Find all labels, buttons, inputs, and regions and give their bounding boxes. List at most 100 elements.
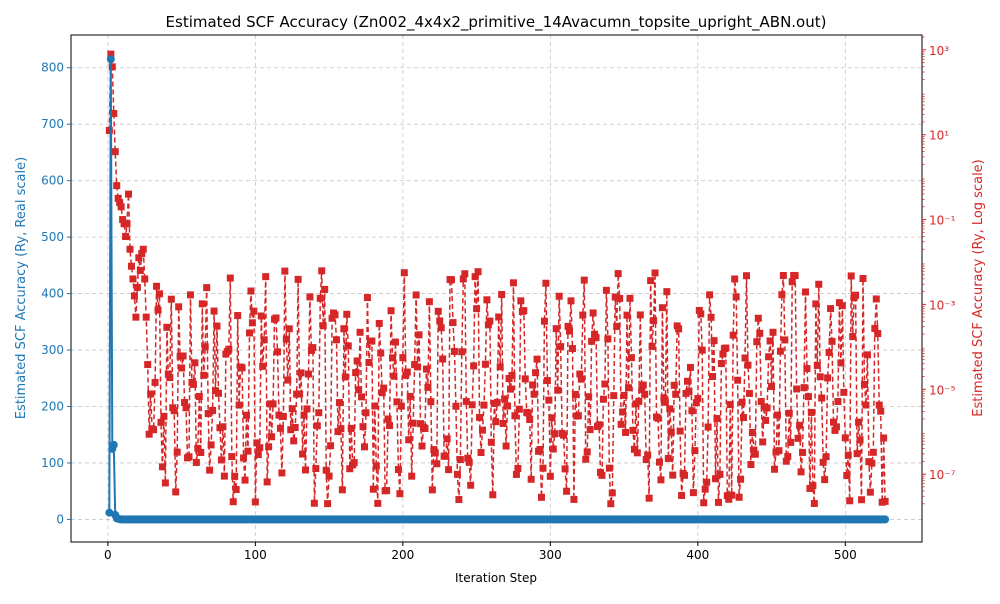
log-series-marker bbox=[657, 476, 665, 484]
log-series-marker bbox=[368, 337, 376, 345]
log-series-marker bbox=[579, 311, 587, 319]
log-series-marker bbox=[455, 496, 463, 504]
x-tick-label: 100 bbox=[244, 548, 267, 562]
log-series-marker bbox=[549, 445, 557, 453]
log-series-marker bbox=[664, 454, 672, 462]
log-series-marker bbox=[800, 384, 808, 392]
log-series-marker bbox=[337, 425, 345, 433]
log-series-marker bbox=[465, 458, 473, 466]
log-series-marker bbox=[406, 392, 414, 400]
log-series-marker bbox=[633, 449, 641, 457]
y-right-tick-label: 10⁻⁷ bbox=[929, 468, 956, 482]
log-series-marker bbox=[735, 493, 743, 501]
log-series-marker bbox=[776, 347, 784, 355]
log-series-marker bbox=[675, 325, 683, 333]
log-series-marker bbox=[580, 276, 588, 284]
log-series-marker bbox=[667, 428, 675, 436]
log-series-marker bbox=[716, 470, 724, 478]
log-series-marker bbox=[859, 274, 867, 282]
log-series-marker bbox=[434, 307, 442, 315]
log-series-marker bbox=[275, 411, 283, 419]
log-series-marker bbox=[150, 426, 158, 434]
x-tick-label: 300 bbox=[539, 548, 562, 562]
log-series-marker bbox=[262, 273, 270, 281]
log-series-marker bbox=[302, 466, 310, 474]
log-series-marker bbox=[717, 360, 725, 368]
log-series-marker bbox=[812, 300, 820, 308]
axes: 0 100 200 300 400 500 0 100 200 300 400 500 600 700 80… bbox=[41, 36, 956, 562]
log-series-marker bbox=[837, 359, 845, 367]
x-tick-label: 500 bbox=[834, 548, 857, 562]
log-series-marker bbox=[773, 411, 781, 419]
log-series-marker bbox=[363, 294, 371, 302]
log-series-marker bbox=[356, 328, 364, 336]
log-series-marker bbox=[167, 295, 175, 303]
log-series-marker bbox=[686, 363, 694, 371]
log-series-marker bbox=[706, 291, 714, 299]
log-series-marker bbox=[611, 293, 619, 301]
log-series-marker bbox=[185, 453, 193, 461]
log-series-marker bbox=[602, 286, 610, 294]
log-series-marker bbox=[135, 254, 143, 262]
log-series-marker bbox=[108, 63, 116, 71]
log-series-marker bbox=[588, 337, 596, 345]
log-series-marker bbox=[324, 500, 332, 508]
log-series-marker bbox=[713, 415, 721, 423]
log-series-marker bbox=[703, 478, 711, 486]
log-series-marker bbox=[456, 456, 464, 464]
log-series-marker bbox=[384, 415, 392, 423]
log-series-marker bbox=[753, 338, 761, 346]
log-series-marker bbox=[372, 462, 380, 470]
log-series-marker bbox=[844, 451, 852, 459]
log-series-marker bbox=[288, 405, 296, 413]
log-series-marker bbox=[838, 302, 846, 310]
log-series-marker bbox=[130, 292, 138, 300]
log-series-marker bbox=[417, 420, 425, 428]
log-series-marker bbox=[731, 275, 739, 283]
log-series-marker bbox=[766, 337, 774, 345]
log-series-marker bbox=[722, 344, 730, 352]
log-series-marker bbox=[862, 401, 870, 409]
log-series-marker bbox=[520, 307, 528, 315]
log-series-marker bbox=[424, 383, 432, 391]
log-series-marker bbox=[532, 369, 540, 377]
log-series-marker bbox=[257, 312, 265, 320]
log-series-marker bbox=[335, 399, 343, 407]
log-series-marker bbox=[822, 453, 830, 461]
log-series-marker bbox=[125, 190, 133, 198]
log-series-marker bbox=[338, 486, 346, 494]
y-left-tick-label: 100 bbox=[41, 456, 64, 470]
log-series-marker bbox=[626, 294, 634, 302]
log-series-marker bbox=[421, 425, 429, 433]
log-series-marker bbox=[300, 411, 308, 419]
log-series-marker bbox=[636, 311, 644, 319]
linear-series-marker bbox=[106, 55, 115, 64]
log-series-marker bbox=[290, 437, 298, 445]
log-series-marker bbox=[658, 304, 666, 312]
log-series-marker bbox=[153, 282, 161, 290]
log-series-marker bbox=[414, 363, 422, 371]
log-series-marker bbox=[340, 325, 348, 333]
y-left-tick-label: 800 bbox=[41, 61, 64, 75]
log-series-marker bbox=[775, 447, 783, 455]
log-series-marker bbox=[260, 336, 268, 344]
log-series-marker bbox=[763, 404, 771, 412]
log-series-marker bbox=[136, 266, 144, 274]
log-series-marker bbox=[818, 394, 826, 402]
log-series-marker bbox=[683, 377, 691, 385]
log-series-marker bbox=[782, 457, 790, 465]
log-series-marker bbox=[389, 354, 397, 362]
log-series-marker bbox=[552, 325, 560, 333]
log-series-marker bbox=[616, 295, 624, 303]
log-series-marker bbox=[638, 386, 646, 394]
log-series-marker bbox=[315, 409, 323, 417]
log-series-marker bbox=[375, 319, 383, 327]
log-series-marker bbox=[403, 368, 411, 376]
log-series-marker bbox=[788, 278, 796, 286]
log-series-marker bbox=[473, 305, 481, 313]
log-series-marker bbox=[762, 416, 770, 424]
log-series-marker bbox=[787, 438, 795, 446]
log-series-marker bbox=[704, 423, 712, 431]
log-series-marker bbox=[346, 465, 354, 473]
log-series-marker bbox=[797, 468, 805, 476]
